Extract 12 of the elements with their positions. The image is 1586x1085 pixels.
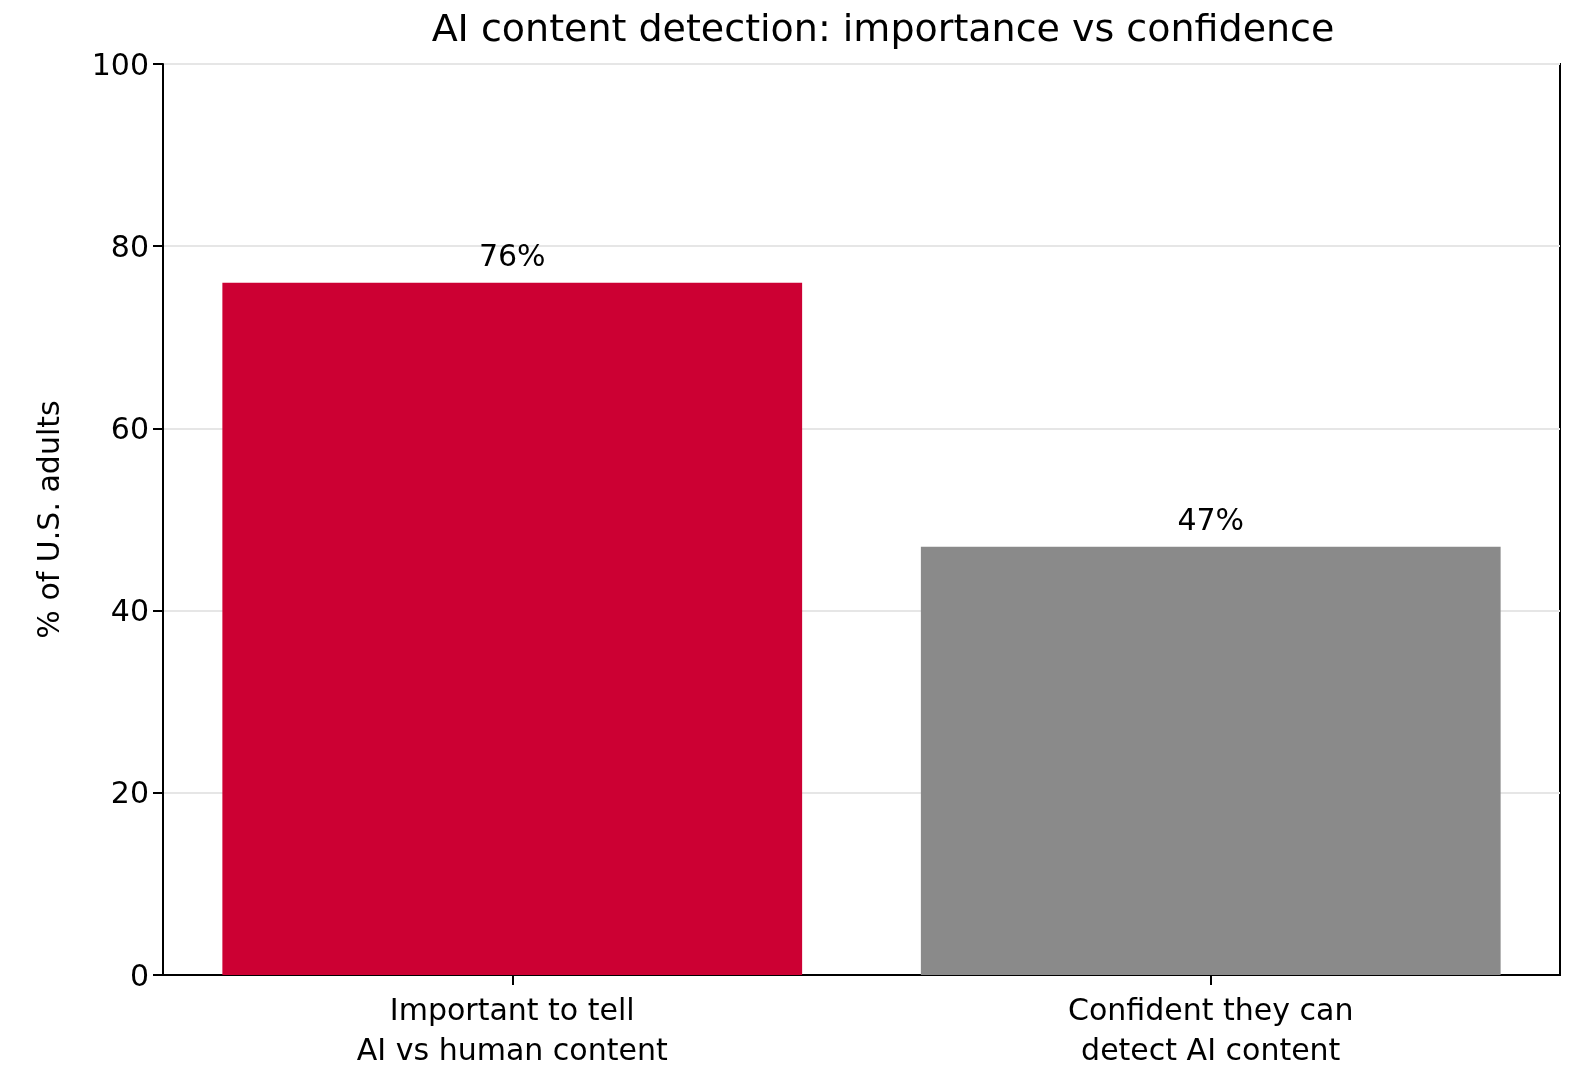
y-tick-label: 80 [110,228,149,264]
y-tick-label: 60 [110,410,149,446]
data-label: 47% [1177,502,1245,538]
y-tick-label: 0 [129,957,149,993]
data-label: 76% [478,238,546,274]
y-tick-label: 20 [110,775,149,811]
y-axis-title: % of U.S. adults [30,400,66,639]
chart-title: AI content detection: importance vs confidence [431,6,1335,50]
y-tick-label: 100 [91,46,149,82]
y-tick-label: 40 [110,593,149,629]
x-tick-label: Confident they can detect AI content [1068,991,1354,1067]
x-tick-label: Important to tell AI vs human content [356,991,668,1067]
